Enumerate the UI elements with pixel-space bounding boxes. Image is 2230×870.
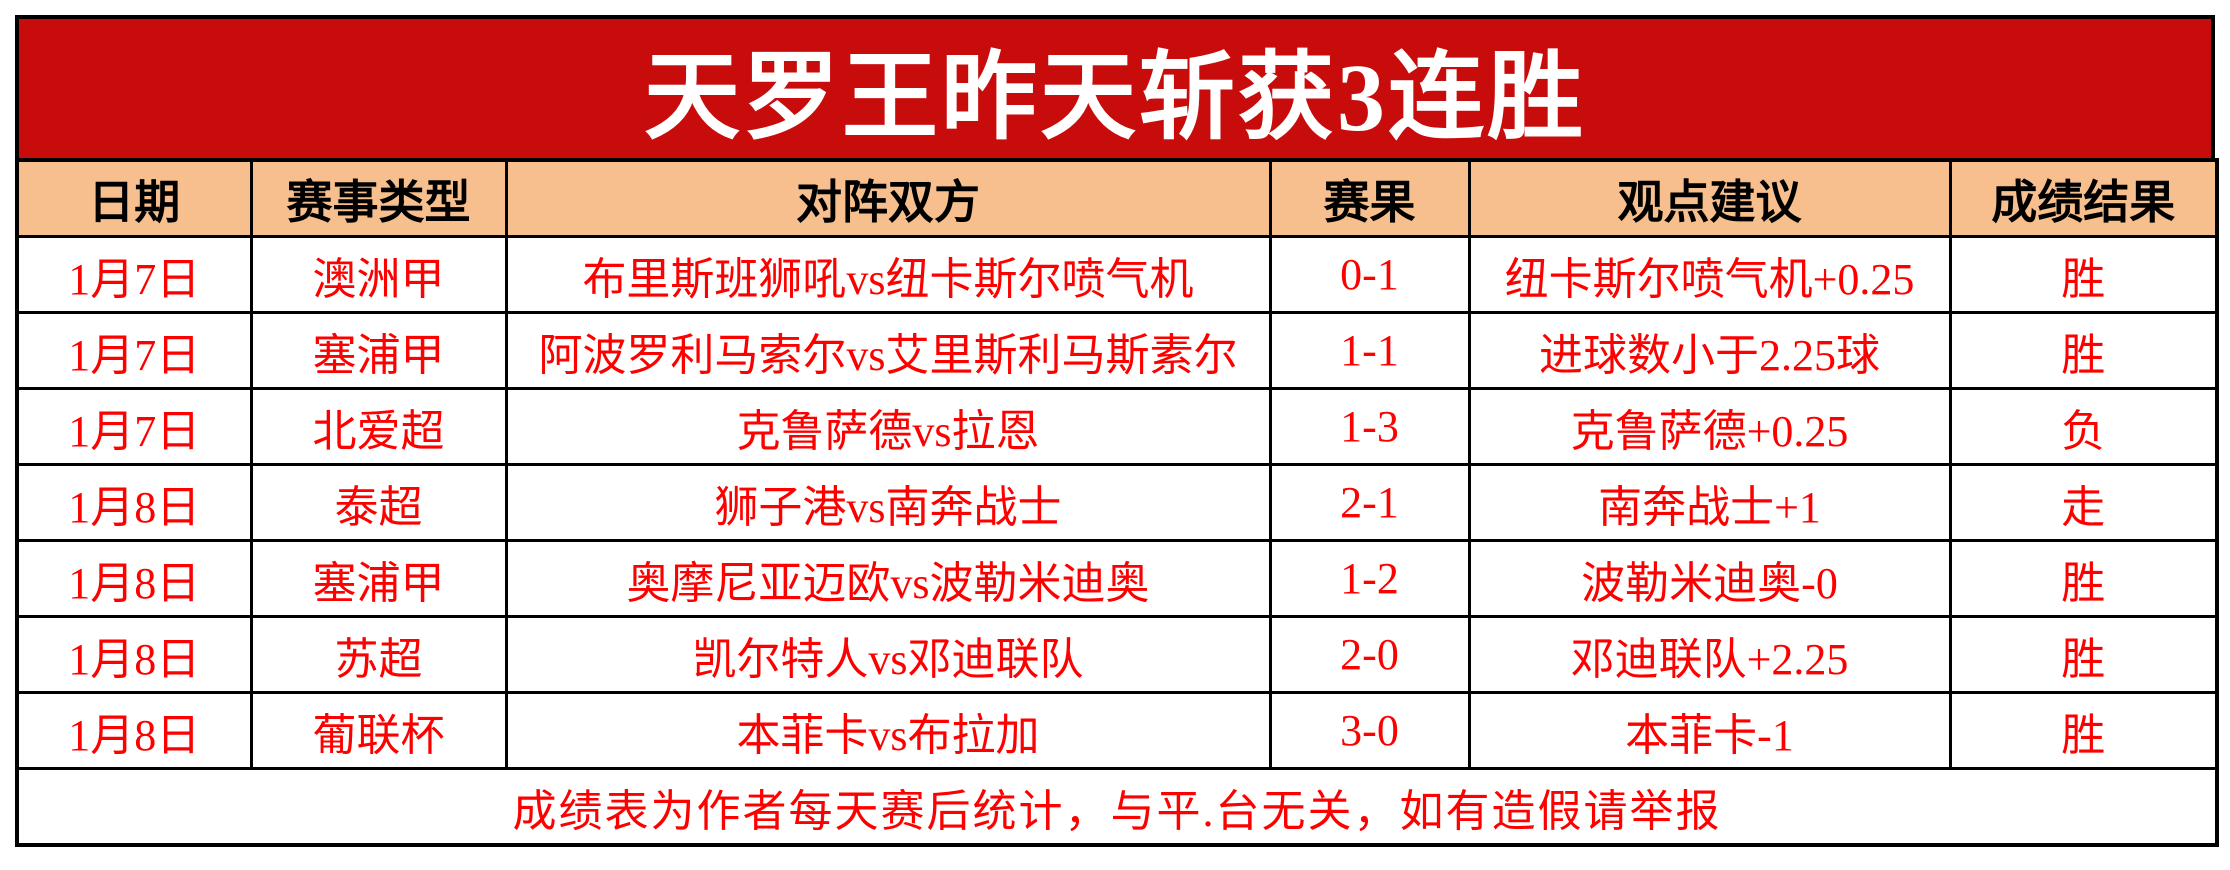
match-cell: 凯尔特人vs邓迪联队 <box>504 615 1272 694</box>
page-title: 天罗王昨天斩获3连胜 <box>644 44 1586 151</box>
date-cell: 1月8日 <box>15 463 253 542</box>
date-cell: 1月8日 <box>15 691 253 770</box>
result-cell: 负 <box>1948 387 2219 466</box>
tip-cell: 南奔战士+1 <box>1467 463 1952 542</box>
match-cell: 狮子港vs南奔战士 <box>504 463 1272 542</box>
result-cell: 走 <box>1948 463 2219 542</box>
match-cell: 奥摩尼亚迈欧vs波勒米迪奥 <box>504 539 1272 618</box>
tip-cell: 本菲卡-1 <box>1467 691 1952 770</box>
score-cell: 3-0 <box>1268 691 1471 770</box>
date-cell: 1月8日 <box>15 539 253 618</box>
score-cell: 0-1 <box>1268 235 1471 314</box>
league-cell: 葡联杯 <box>249 691 508 770</box>
table-row: 1月8日 塞浦甲 奥摩尼亚迈欧vs波勒米迪奥 1-2 波勒米迪奥-0 胜 <box>15 539 2219 618</box>
table-row: 1月8日 苏超 凯尔特人vs邓迪联队 2-0 邓迪联队+2.25 胜 <box>15 615 2219 694</box>
header-cell-league: 赛事类型 <box>249 158 508 238</box>
date-cell: 1月7日 <box>15 235 253 314</box>
score-cell: 1-3 <box>1268 387 1471 466</box>
footer-note: 成绩表为作者每天赛后统计，与平.台无关，如有造假请举报 <box>15 767 2219 847</box>
table-row: 1月7日 北爱超 克鲁萨德vs拉恩 1-3 克鲁萨德+0.25 负 <box>15 387 2219 466</box>
results-table: 日期 赛事类型 对阵双方 赛果 观点建议 成绩结果 1月7日 澳洲甲 布里斯班狮… <box>15 158 2219 847</box>
header-cell-tip: 观点建议 <box>1467 158 1952 238</box>
result-cell: 胜 <box>1948 235 2219 314</box>
header-cell-score: 赛果 <box>1268 158 1471 238</box>
banner: 天罗王昨天斩获3连胜 <box>15 15 2215 161</box>
match-cell: 克鲁萨德vs拉恩 <box>504 387 1272 466</box>
results-sheet: 天罗王昨天斩获3连胜 日期 赛事类型 对阵双方 赛果 观点建议 成绩结果 1月7… <box>15 15 2219 847</box>
score-cell: 1-2 <box>1268 539 1471 618</box>
match-cell: 阿波罗利马索尔vs艾里斯利马斯素尔 <box>504 311 1272 390</box>
tip-cell: 进球数小于2.25球 <box>1467 311 1952 390</box>
league-cell: 塞浦甲 <box>249 311 508 390</box>
tip-cell: 邓迪联队+2.25 <box>1467 615 1952 694</box>
table-row: 1月8日 泰超 狮子港vs南奔战士 2-1 南奔战士+1 走 <box>15 463 2219 542</box>
date-cell: 1月7日 <box>15 311 253 390</box>
match-cell: 布里斯班狮吼vs纽卡斯尔喷气机 <box>504 235 1272 314</box>
tip-cell: 克鲁萨德+0.25 <box>1467 387 1952 466</box>
league-cell: 北爱超 <box>249 387 508 466</box>
score-cell: 1-1 <box>1268 311 1471 390</box>
score-cell: 2-0 <box>1268 615 1471 694</box>
header-row: 日期 赛事类型 对阵双方 赛果 观点建议 成绩结果 <box>15 158 2219 238</box>
date-cell: 1月7日 <box>15 387 253 466</box>
league-cell: 塞浦甲 <box>249 539 508 618</box>
date-cell: 1月8日 <box>15 615 253 694</box>
result-cell: 胜 <box>1948 615 2219 694</box>
tip-cell: 波勒米迪奥-0 <box>1467 539 1952 618</box>
match-cell: 本菲卡vs布拉加 <box>504 691 1272 770</box>
header-cell-result: 成绩结果 <box>1948 158 2219 238</box>
table-row: 1月7日 澳洲甲 布里斯班狮吼vs纽卡斯尔喷气机 0-1 纽卡斯尔喷气机+0.2… <box>15 235 2219 314</box>
league-cell: 泰超 <box>249 463 508 542</box>
league-cell: 澳洲甲 <box>249 235 508 314</box>
header-cell-date: 日期 <box>15 158 253 238</box>
result-cell: 胜 <box>1948 691 2219 770</box>
tip-cell: 纽卡斯尔喷气机+0.25 <box>1467 235 1952 314</box>
table-row: 1月8日 葡联杯 本菲卡vs布拉加 3-0 本菲卡-1 胜 <box>15 691 2219 770</box>
header-cell-match: 对阵双方 <box>504 158 1272 238</box>
footer-row: 成绩表为作者每天赛后统计，与平.台无关，如有造假请举报 <box>15 767 2219 847</box>
result-cell: 胜 <box>1948 311 2219 390</box>
league-cell: 苏超 <box>249 615 508 694</box>
table-row: 1月7日 塞浦甲 阿波罗利马索尔vs艾里斯利马斯素尔 1-1 进球数小于2.25… <box>15 311 2219 390</box>
result-cell: 胜 <box>1948 539 2219 618</box>
score-cell: 2-1 <box>1268 463 1471 542</box>
